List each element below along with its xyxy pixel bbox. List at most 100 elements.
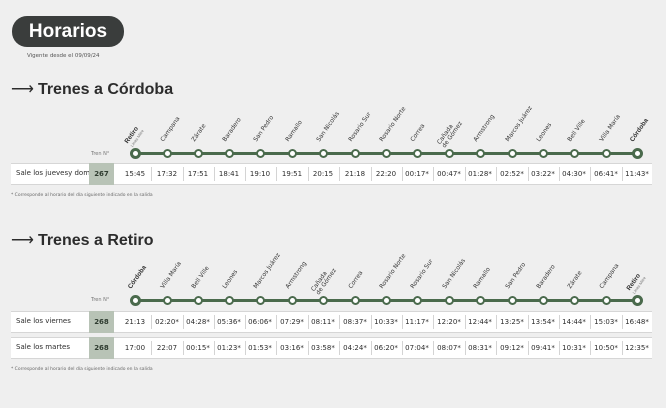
departure-time: 12:35* bbox=[625, 344, 649, 352]
station-dot bbox=[569, 149, 579, 158]
station-label: Bell Ville bbox=[566, 118, 586, 143]
station-label: Rosario Norte bbox=[378, 105, 408, 143]
station-dot bbox=[412, 149, 422, 158]
row-day-label: Sale los viernes bbox=[16, 312, 71, 332]
station-label: Villa María bbox=[159, 260, 183, 290]
departure-time: 01:23* bbox=[217, 344, 241, 352]
station-label: Zárate bbox=[566, 270, 583, 290]
departure-time: 22:20 bbox=[375, 170, 397, 178]
departure-time: 04:28* bbox=[186, 318, 210, 326]
station-name: Marcos Juárez bbox=[252, 251, 282, 290]
station-dot bbox=[444, 149, 454, 158]
station-label: Rosario Norte bbox=[378, 252, 408, 290]
departure-time: 19:10 bbox=[249, 170, 271, 178]
departure-time: 03:58* bbox=[311, 344, 335, 352]
station-label: Armstrong bbox=[284, 260, 309, 290]
station-name: Rosario Norte bbox=[378, 252, 408, 290]
station-name: Marcos Juárez bbox=[504, 104, 534, 143]
train-number-badge: 268 bbox=[89, 311, 114, 333]
train-number-badge: 267 bbox=[89, 163, 114, 185]
station-name: Correa bbox=[347, 269, 365, 290]
station-label: Villa María bbox=[598, 113, 622, 143]
station-name: Ramallo bbox=[472, 266, 492, 290]
station-dot bbox=[381, 149, 391, 158]
station-dot bbox=[350, 296, 360, 305]
cell-divider bbox=[464, 167, 466, 181]
departure-time: 12:44* bbox=[468, 318, 492, 326]
departure-time: 07:29* bbox=[280, 318, 304, 326]
station-dot bbox=[255, 296, 265, 305]
departure-time: 00:17* bbox=[405, 170, 429, 178]
station-name: Ramallo bbox=[284, 119, 304, 143]
station-dot bbox=[601, 149, 611, 158]
station-label: Baradero bbox=[221, 116, 242, 143]
station-name: Córdoba bbox=[126, 264, 148, 291]
station-name: Armstrong bbox=[284, 260, 309, 290]
station-dot bbox=[162, 296, 172, 305]
cell-divider bbox=[527, 341, 529, 355]
cell-divider bbox=[339, 341, 340, 355]
station-name: San Pedro bbox=[504, 261, 528, 290]
departure-time: 11:17* bbox=[405, 318, 429, 326]
cell-divider bbox=[182, 341, 184, 355]
station-name: Rosario Norte bbox=[378, 105, 408, 143]
station-name: Zárate bbox=[190, 122, 208, 143]
cell-divider bbox=[276, 167, 277, 181]
arrow-right-icon: ⟶ bbox=[11, 81, 34, 98]
station-label: Campana bbox=[159, 115, 182, 143]
cell-divider bbox=[527, 167, 529, 181]
station-name: Córdoba bbox=[628, 117, 650, 144]
cell-divider bbox=[307, 341, 309, 355]
station-dot bbox=[129, 148, 141, 159]
cell-divider bbox=[621, 167, 623, 181]
cell-divider bbox=[307, 315, 309, 329]
station-dot bbox=[475, 296, 485, 305]
cell-divider bbox=[558, 167, 560, 181]
station-dot bbox=[255, 149, 265, 158]
departure-time: 21:18 bbox=[344, 170, 366, 178]
departure-time: 12:20* bbox=[437, 318, 461, 326]
horarios-title: Horarios bbox=[12, 16, 124, 47]
station-name: Campana bbox=[598, 262, 621, 290]
station-dot bbox=[350, 149, 360, 158]
cell-divider bbox=[276, 341, 277, 355]
footnote: * Corresponde al horario del día siguien… bbox=[11, 193, 153, 198]
departure-time: 10:50* bbox=[594, 344, 618, 352]
cell-divider bbox=[339, 315, 340, 329]
arrow-right-icon: ⟶ bbox=[11, 232, 34, 249]
departure-time: 08:31* bbox=[468, 344, 492, 352]
departure-time: 03:22* bbox=[531, 170, 555, 178]
departure-time: 17:00 bbox=[124, 344, 146, 352]
station-dot bbox=[287, 149, 297, 158]
station-dot bbox=[569, 296, 579, 305]
station-dot bbox=[538, 296, 548, 305]
station-dot bbox=[538, 149, 548, 158]
departure-time: 10:31* bbox=[562, 344, 586, 352]
cell-divider bbox=[464, 341, 466, 355]
station-name: Bell Ville bbox=[190, 264, 211, 290]
station-label: Baradero bbox=[535, 263, 556, 290]
station-name: Campana bbox=[159, 115, 182, 143]
cell-divider bbox=[370, 315, 372, 329]
departure-time: 17:51 bbox=[187, 170, 209, 178]
section-title: ⟶ Trenes a Retiro bbox=[11, 230, 154, 250]
departure-time: 10:33* bbox=[374, 318, 398, 326]
departure-time: 03:16* bbox=[280, 344, 304, 352]
departure-time: 09:41* bbox=[531, 344, 555, 352]
departure-time: 05:36* bbox=[217, 318, 241, 326]
station-label: San Nicolás bbox=[315, 110, 341, 143]
tren-number-label: Tren N° bbox=[91, 151, 110, 157]
station-label: Córdoba bbox=[628, 117, 651, 144]
cell-divider bbox=[496, 167, 497, 181]
departure-time: 02:52* bbox=[500, 170, 524, 178]
cell-divider bbox=[558, 341, 560, 355]
departure-time: 15:03* bbox=[594, 318, 618, 326]
cell-divider bbox=[276, 315, 277, 329]
cell-divider bbox=[433, 315, 434, 329]
departure-time: 19:51 bbox=[281, 170, 303, 178]
station-dot bbox=[507, 149, 517, 158]
station-dot bbox=[287, 296, 297, 305]
station-dot bbox=[631, 295, 643, 306]
cell-divider bbox=[590, 167, 591, 181]
